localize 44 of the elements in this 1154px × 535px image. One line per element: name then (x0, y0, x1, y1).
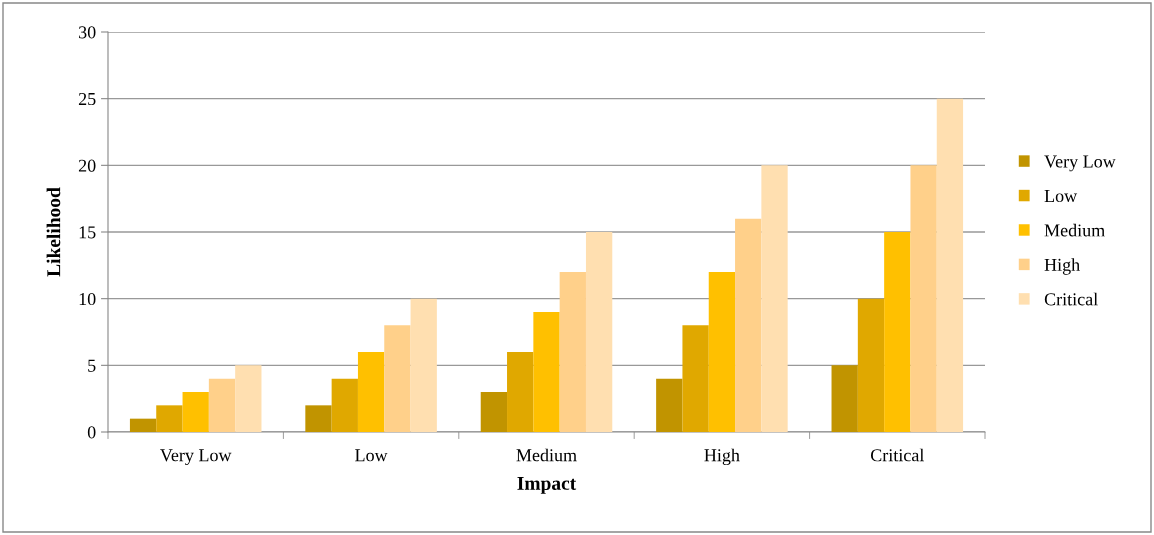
bar (235, 365, 262, 432)
bar (735, 218, 762, 432)
bar (182, 392, 209, 432)
y-tick-label: 15 (79, 226, 96, 239)
bar (585, 232, 613, 432)
bar (708, 272, 736, 432)
legend-label: Critical (1044, 292, 1098, 306)
y-tick-label: 5 (88, 359, 96, 372)
bar (884, 232, 911, 432)
bar (357, 352, 385, 432)
y-tick-label: 10 (79, 292, 96, 306)
bar (656, 378, 683, 432)
x-tick-label: Low (355, 449, 388, 462)
x-tick-label: Very Low (160, 449, 232, 466)
legend-label: Medium (1044, 223, 1105, 237)
bar (761, 165, 788, 432)
y-tick-label: 20 (78, 159, 96, 172)
bar (331, 378, 358, 432)
bar (305, 405, 332, 432)
bar (533, 312, 560, 432)
x-tick-label: Critical (870, 448, 925, 462)
bar (384, 325, 411, 432)
bar (129, 418, 157, 432)
y-tick-label: 30 (79, 26, 96, 39)
y-tick-label: 25 (78, 92, 96, 106)
legend-label: High (1044, 258, 1080, 275)
bar (156, 405, 183, 432)
bar (857, 298, 885, 432)
bar (682, 325, 709, 432)
bar (480, 392, 508, 432)
x-axis-title: Impact (517, 476, 577, 494)
y-tick-label: 0 (87, 426, 96, 439)
bar (208, 378, 236, 432)
x-tick-label: Medium (516, 448, 577, 462)
bar (507, 352, 534, 432)
bar (410, 298, 437, 432)
legend-label: Low (1044, 190, 1078, 203)
legend-label: Very Low (1044, 155, 1116, 172)
x-tick-label: High (704, 448, 740, 466)
y-axis-title: Likelihood (46, 187, 61, 277)
bar (831, 365, 858, 432)
bar (910, 165, 937, 432)
bar (936, 98, 964, 432)
bar (559, 272, 586, 432)
